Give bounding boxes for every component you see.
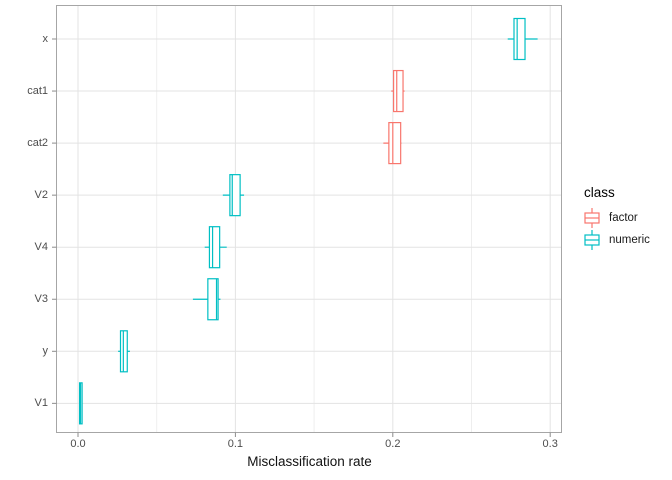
box-V2 (229, 174, 241, 217)
y-axis-label-V3: V3 (34, 293, 48, 306)
box-cat2 (388, 121, 402, 165)
x-axis-tick-label: 0.3 (542, 437, 558, 450)
box-V3 (207, 278, 219, 321)
x-axis-tick-label: 0.0 (70, 437, 86, 450)
y-axis-label-cat1: cat1 (27, 85, 48, 98)
legend: class factor numeric (582, 185, 650, 251)
legend-key-numeric: numeric (582, 229, 650, 251)
legend-label-factor: factor (609, 212, 638, 224)
x-axis-tick-label: 0.1 (227, 437, 244, 450)
y-axis-label-V2: V2 (34, 189, 48, 202)
box-cat1 (392, 69, 404, 113)
box-x (513, 17, 526, 61)
x-axis-title: Misclassification rate (247, 454, 372, 469)
legend-label-numeric: numeric (609, 234, 650, 246)
x-axis-tick-label: 0.2 (385, 437, 401, 450)
boxplot-glyph-icon (584, 208, 600, 228)
plot-panel-border (56, 5, 562, 433)
legend-key-factor: factor (582, 207, 650, 229)
y-axis-label-y: y (42, 345, 49, 358)
y-axis-label-V1: V1 (34, 397, 48, 410)
y-axis-label-x: x (42, 33, 49, 45)
y-axis-label-V4: V4 (34, 241, 48, 254)
boxplot-glyph-icon (584, 230, 600, 250)
y-axis-label-cat2: cat2 (27, 137, 48, 150)
box-V4 (208, 226, 221, 269)
legend-title: class (584, 185, 615, 200)
